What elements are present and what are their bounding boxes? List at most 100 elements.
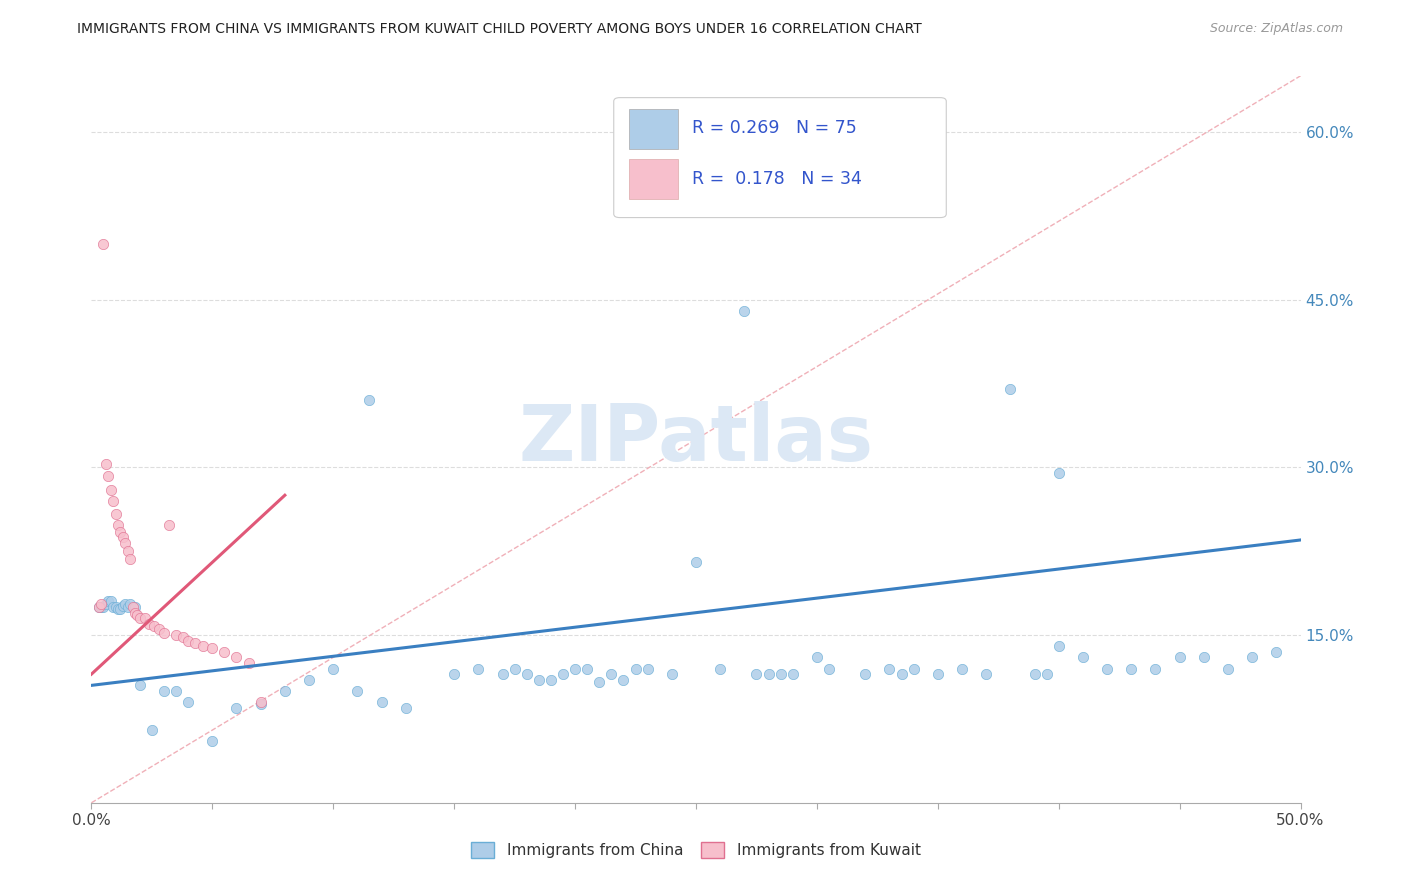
Point xyxy=(443,667,465,681)
Point xyxy=(709,662,731,676)
Point xyxy=(93,236,115,251)
Point xyxy=(94,597,117,611)
Point xyxy=(818,662,841,676)
Point xyxy=(1192,650,1215,665)
Point xyxy=(225,650,247,665)
Point xyxy=(249,695,271,709)
Point xyxy=(104,600,127,615)
Point xyxy=(1168,650,1191,665)
Point xyxy=(114,536,136,550)
Point xyxy=(87,600,110,615)
Point xyxy=(127,607,149,622)
Point xyxy=(950,662,973,676)
Point xyxy=(184,636,207,650)
Point xyxy=(661,667,683,681)
Point xyxy=(1000,382,1022,396)
Point xyxy=(153,684,176,698)
FancyBboxPatch shape xyxy=(630,109,678,149)
Point xyxy=(165,628,187,642)
Point xyxy=(117,600,139,615)
Text: Source: ZipAtlas.com: Source: ZipAtlas.com xyxy=(1209,22,1343,36)
Point xyxy=(110,602,132,616)
Point xyxy=(177,633,200,648)
Point xyxy=(974,667,997,681)
Point xyxy=(359,393,381,408)
Point xyxy=(503,662,526,676)
Point xyxy=(134,611,156,625)
Point xyxy=(637,662,659,676)
Point xyxy=(143,619,166,633)
Point xyxy=(101,600,124,615)
Point xyxy=(769,667,792,681)
Point xyxy=(97,469,120,483)
Point xyxy=(1144,662,1167,676)
Point xyxy=(138,616,160,631)
Point xyxy=(117,544,139,558)
Point xyxy=(177,695,200,709)
Point xyxy=(1095,662,1118,676)
Point xyxy=(100,483,122,497)
Point xyxy=(111,530,134,544)
Point xyxy=(93,600,115,615)
Point xyxy=(346,684,368,698)
Point xyxy=(685,555,707,569)
Point xyxy=(124,606,146,620)
Point xyxy=(1024,667,1046,681)
Point xyxy=(172,630,194,644)
Point xyxy=(298,673,321,687)
FancyBboxPatch shape xyxy=(630,160,678,200)
Point xyxy=(120,597,142,611)
Point xyxy=(120,552,142,566)
Point xyxy=(148,623,170,637)
Point xyxy=(588,675,610,690)
Point xyxy=(1047,466,1070,480)
Point xyxy=(101,493,124,508)
Point xyxy=(1121,662,1143,676)
Point xyxy=(1216,662,1239,676)
Point xyxy=(890,667,912,681)
Point xyxy=(758,667,780,681)
Point xyxy=(100,594,122,608)
Point xyxy=(110,525,132,540)
Point xyxy=(782,667,804,681)
Point xyxy=(1265,645,1288,659)
Point xyxy=(1047,639,1070,653)
Point xyxy=(564,662,586,676)
Text: R =  0.178   N = 34: R = 0.178 N = 34 xyxy=(692,170,862,188)
Point xyxy=(201,734,224,748)
Point xyxy=(733,303,755,318)
Point xyxy=(806,650,828,665)
Point xyxy=(97,594,120,608)
Point xyxy=(111,599,134,613)
Point xyxy=(94,457,117,471)
Point xyxy=(745,667,768,681)
Point xyxy=(551,667,574,681)
Text: ZIPatlas: ZIPatlas xyxy=(519,401,873,477)
Point xyxy=(1241,650,1264,665)
Point xyxy=(879,662,901,676)
Point xyxy=(191,639,214,653)
Point xyxy=(576,662,599,676)
Point xyxy=(274,684,297,698)
Point xyxy=(165,684,187,698)
Point xyxy=(624,662,647,676)
Text: IMMIGRANTS FROM CHINA VS IMMIGRANTS FROM KUWAIT CHILD POVERTY AMONG BOYS UNDER 1: IMMIGRANTS FROM CHINA VS IMMIGRANTS FROM… xyxy=(77,22,922,37)
Point xyxy=(157,518,180,533)
Point xyxy=(1071,650,1094,665)
FancyBboxPatch shape xyxy=(614,97,946,218)
Point xyxy=(927,667,949,681)
Point xyxy=(527,673,550,687)
Point xyxy=(1035,667,1057,681)
Point xyxy=(853,667,876,681)
Point xyxy=(128,611,150,625)
Point xyxy=(90,600,112,615)
Point xyxy=(141,723,163,737)
Point xyxy=(128,678,150,692)
Point xyxy=(540,673,562,687)
Point xyxy=(90,597,112,611)
Point xyxy=(467,662,489,676)
Text: R = 0.269   N = 75: R = 0.269 N = 75 xyxy=(692,120,858,137)
Point xyxy=(87,600,110,615)
Point xyxy=(516,667,538,681)
Point xyxy=(903,662,925,676)
